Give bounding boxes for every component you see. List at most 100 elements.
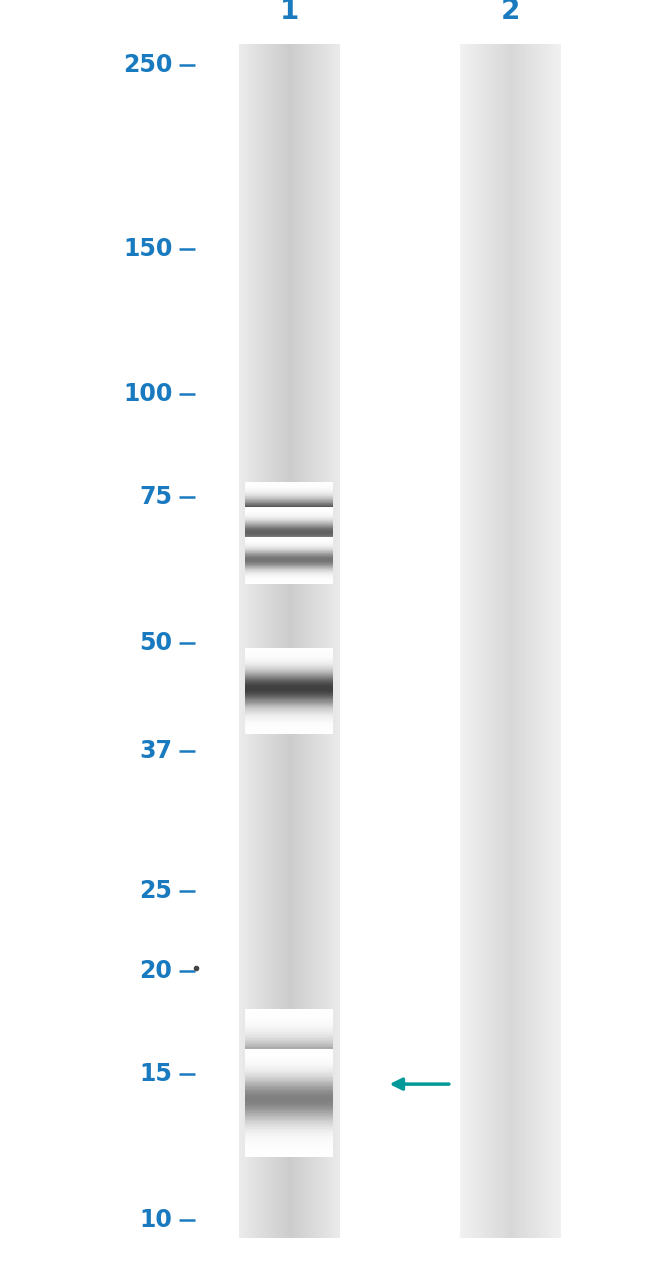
Bar — [324, 44, 326, 1238]
Bar — [336, 44, 338, 1238]
Bar — [246, 1073, 333, 1074]
Text: 15: 15 — [139, 1063, 172, 1086]
Bar — [246, 1140, 333, 1142]
Bar — [246, 1011, 333, 1012]
Bar — [254, 44, 255, 1238]
Bar — [246, 1129, 333, 1130]
Bar — [475, 44, 476, 1238]
Bar — [246, 1146, 333, 1147]
Bar — [246, 1083, 333, 1085]
Bar — [549, 44, 551, 1238]
Bar — [246, 1149, 333, 1151]
Bar — [517, 44, 519, 1238]
Bar — [246, 1095, 333, 1096]
Bar — [246, 1080, 333, 1082]
Bar — [332, 44, 333, 1238]
Text: 37: 37 — [139, 739, 172, 762]
Bar — [470, 44, 472, 1238]
Bar — [246, 1110, 333, 1111]
Bar — [246, 1142, 333, 1143]
Bar — [478, 44, 480, 1238]
Bar — [259, 44, 261, 1238]
Bar — [246, 1134, 333, 1135]
Bar — [497, 44, 499, 1238]
Bar — [246, 1096, 333, 1097]
Bar — [246, 1085, 333, 1087]
Bar — [304, 44, 306, 1238]
Bar — [246, 1057, 333, 1058]
Bar — [246, 1092, 333, 1093]
Bar — [246, 1087, 333, 1088]
Bar — [246, 1091, 333, 1092]
Bar — [246, 1139, 333, 1140]
Bar — [246, 1078, 333, 1080]
Bar — [246, 1034, 333, 1035]
Bar — [246, 1045, 333, 1048]
Bar — [551, 44, 552, 1238]
Bar — [246, 1036, 333, 1038]
Bar — [284, 44, 286, 1238]
Bar — [246, 1101, 333, 1102]
Bar — [539, 44, 541, 1238]
Bar — [257, 44, 259, 1238]
Bar — [465, 44, 467, 1238]
Bar — [333, 44, 335, 1238]
Bar — [261, 44, 263, 1238]
Bar — [246, 1148, 333, 1149]
Bar — [326, 44, 328, 1238]
Bar — [269, 44, 271, 1238]
Bar — [292, 44, 294, 1238]
Text: 150: 150 — [123, 236, 172, 260]
Bar — [246, 1137, 333, 1139]
Bar — [499, 44, 500, 1238]
Bar — [330, 44, 332, 1238]
Bar — [246, 44, 247, 1238]
Bar — [246, 1063, 333, 1064]
Bar — [246, 1087, 333, 1088]
Bar — [246, 1088, 333, 1090]
Bar — [246, 1088, 333, 1090]
Bar — [542, 44, 544, 1238]
Bar — [246, 1125, 333, 1126]
Bar — [468, 44, 470, 1238]
Bar — [318, 44, 320, 1238]
Bar — [246, 1121, 333, 1123]
Bar — [246, 1110, 333, 1111]
Bar — [532, 44, 534, 1238]
Bar — [294, 44, 296, 1238]
Bar — [246, 1082, 333, 1083]
Text: 1: 1 — [280, 0, 299, 25]
Bar — [246, 1033, 333, 1034]
Bar — [505, 44, 507, 1238]
Bar — [246, 1153, 333, 1154]
Bar — [246, 1035, 333, 1036]
Bar — [528, 44, 530, 1238]
Bar — [246, 1060, 333, 1062]
Bar — [484, 44, 485, 1238]
Bar — [246, 1012, 333, 1013]
Bar — [467, 44, 468, 1238]
Bar — [527, 44, 528, 1238]
Bar — [246, 1154, 333, 1156]
Bar — [252, 44, 254, 1238]
Bar — [246, 1027, 333, 1029]
Bar — [335, 44, 336, 1238]
Bar — [246, 1123, 333, 1124]
Bar — [267, 44, 269, 1238]
Bar — [246, 1130, 333, 1132]
Bar — [278, 44, 280, 1238]
Bar — [510, 44, 512, 1238]
Bar — [463, 44, 465, 1238]
Bar — [246, 1123, 333, 1125]
Bar — [476, 44, 478, 1238]
Text: 50: 50 — [139, 631, 172, 654]
Bar — [246, 1118, 333, 1119]
Bar — [473, 44, 475, 1238]
Text: 100: 100 — [123, 382, 172, 406]
Bar — [246, 1015, 333, 1016]
Bar — [246, 1086, 333, 1087]
Bar — [264, 44, 266, 1238]
Bar — [321, 44, 323, 1238]
Bar — [246, 1078, 333, 1080]
Text: 75: 75 — [139, 485, 172, 509]
